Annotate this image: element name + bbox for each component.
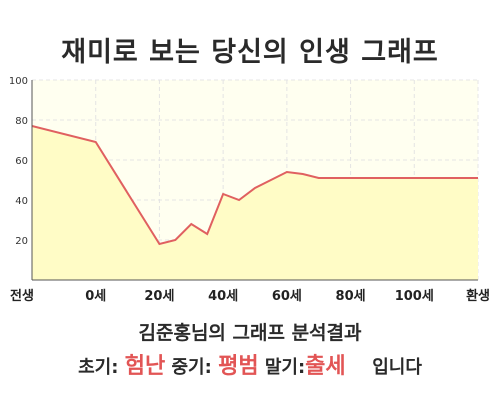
- x-tick-label: 80세: [336, 289, 366, 304]
- late-result: 출세: [305, 354, 346, 379]
- y-tick-label: 20: [15, 236, 28, 247]
- y-tick-labels: 20 40 60 80 100: [9, 76, 28, 247]
- x-tick-label: 전생: [10, 288, 34, 304]
- result-subtitle: 김준홍님의 그래프 분석결과: [138, 322, 362, 344]
- x-tick-label: 환생: [466, 288, 490, 304]
- x-tick-label: 100세: [395, 289, 434, 304]
- verdict-tail: 입니다: [372, 357, 422, 378]
- mid-result: 평범: [218, 354, 259, 379]
- early-label: 초기:: [78, 357, 119, 378]
- life-graph-chart: 20 40 60 80 100 전생 0세 20세 40세 60세 80세 100세 환생: [9, 76, 490, 304]
- axes: [31, 80, 478, 281]
- result-verdict: 초기: 험난 중기: 평범 말기:출세 입니다: [0, 348, 500, 380]
- x-tick-label: 20세: [144, 289, 174, 304]
- y-tick-label: 80: [15, 116, 28, 127]
- series-line: [31, 125, 478, 246]
- y-tick-label: 60: [15, 156, 28, 167]
- early-result: 험난: [124, 354, 166, 379]
- x-tick-labels: 전생 0세 20세 40세 60세 80세 100세 환생: [10, 288, 490, 304]
- page-title: 재미로 보는 당신의 인생 그래프: [61, 37, 439, 68]
- y-tick-label: 100: [9, 76, 28, 87]
- area-fill: [32, 126, 478, 280]
- y-tick-label: 40: [15, 196, 28, 207]
- x-tick-label: 0세: [85, 289, 106, 304]
- x-tick-label: 40세: [208, 289, 238, 304]
- late-label: 말기:: [264, 357, 306, 378]
- x-tick-label: 60세: [272, 289, 302, 304]
- mid-label: 중기:: [171, 357, 212, 378]
